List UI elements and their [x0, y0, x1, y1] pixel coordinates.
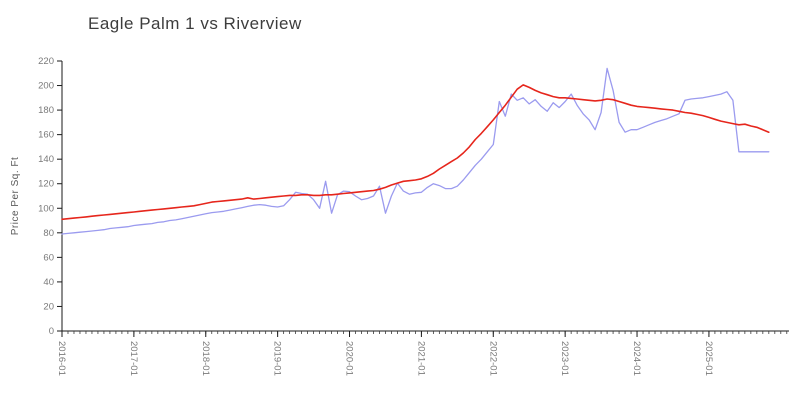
- y-tick-label: 80: [43, 228, 54, 239]
- x-tick-label: 2022-01: [487, 341, 498, 376]
- chart-title: Eagle Palm 1 vs Riverview: [88, 14, 302, 33]
- y-tick-label: 200: [38, 81, 54, 92]
- y-tick-label: 120: [38, 179, 54, 190]
- x-tick-label: 2016-01: [56, 341, 67, 376]
- y-tick-label: 60: [43, 252, 54, 263]
- series-line-riverview: [61, 67, 770, 235]
- y-tick-label: 40: [43, 277, 54, 288]
- x-tick-label: 2020-01: [344, 341, 355, 376]
- y-tick-label: 0: [49, 326, 54, 337]
- y-tick-label: 140: [38, 154, 54, 165]
- y-tick-label: 220: [38, 56, 54, 67]
- x-tick-label: 2024-01: [631, 341, 642, 376]
- x-tick-label: 2021-01: [415, 341, 426, 376]
- y-tick-label: 160: [38, 130, 54, 141]
- x-tick-label: 2019-01: [272, 341, 283, 376]
- y-axis-label: Price Per Sq. Ft: [10, 157, 21, 236]
- x-tick-label: 2025-01: [703, 341, 714, 376]
- x-tick-label: 2018-01: [200, 341, 211, 376]
- y-tick-label: 20: [43, 301, 54, 312]
- series-lines: [61, 67, 770, 235]
- tick-labels: 0 20 40 60 80 100 120 140 160 180 200 220 2016-01 201…: [38, 56, 714, 376]
- axes: [57, 60, 789, 337]
- x-tick-label: 2023-01: [559, 341, 570, 376]
- series-line-eagle-palm-1: [61, 84, 770, 221]
- x-tick-label: 2017-01: [128, 341, 139, 376]
- y-tick-label: 180: [38, 105, 54, 116]
- y-tick-label: 100: [38, 203, 54, 214]
